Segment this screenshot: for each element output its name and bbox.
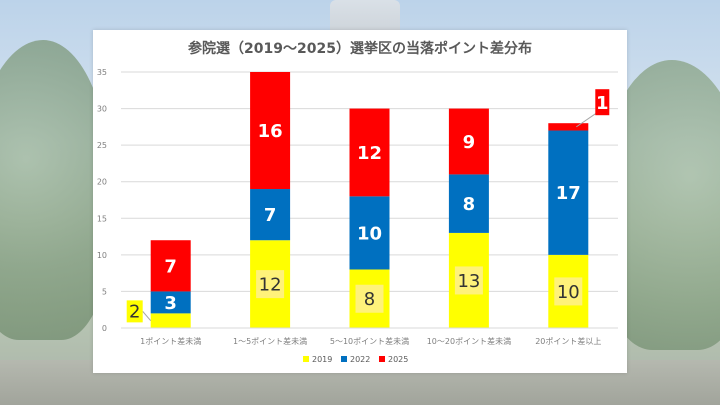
- bar-segment: [250, 72, 291, 190]
- y-tick-label: 30: [97, 105, 107, 114]
- legend-swatch: [303, 356, 309, 362]
- data-label: 3: [164, 293, 177, 314]
- data-label: 8: [463, 194, 476, 215]
- bar-segment: [349, 108, 390, 197]
- x-tick-label: 1～5ポイント差未満: [233, 336, 307, 346]
- legend-label: 2019: [312, 355, 332, 364]
- leader-line: [142, 311, 152, 322]
- bar-segment: [548, 130, 589, 255]
- y-tick-label: 35: [97, 68, 107, 77]
- chart-panel: 参院選（2019～2025）選挙区の当落ポイント差分布 0 5 10 15 20 25 30…: [93, 30, 627, 373]
- x-tick-label: 1ポイント差未満: [140, 336, 201, 346]
- data-label: 10: [357, 223, 382, 244]
- bar-segment: [150, 291, 191, 314]
- data-label: 16: [258, 121, 283, 142]
- data-label: 12: [259, 275, 282, 296]
- bar-segment: [448, 174, 489, 233]
- y-tick-label: 5: [102, 287, 107, 296]
- data-label: 17: [556, 183, 581, 204]
- data-label: 8: [364, 289, 375, 310]
- bar-segment: [349, 196, 390, 270]
- x-tick-label: 10～20ポイント差未満: [427, 336, 511, 346]
- legend-swatch: [341, 356, 347, 362]
- legend-swatch: [379, 356, 385, 362]
- data-label: 13: [457, 271, 480, 292]
- data-label: 10: [557, 282, 580, 303]
- bar-segment: [150, 240, 191, 292]
- data-label-box: [554, 277, 583, 306]
- legend-label: 2022: [350, 355, 370, 364]
- y-tick-label: 10: [97, 251, 107, 260]
- data-label: 9: [463, 132, 476, 153]
- chart-title: 参院選（2019～2025）選挙区の当落ポイント差分布: [188, 41, 532, 57]
- data-label-box: [355, 284, 384, 313]
- y-tick-label: 20: [97, 178, 107, 187]
- bar-segment: [150, 313, 191, 328]
- leader-line: [576, 112, 597, 128]
- data-label-box: [454, 266, 483, 295]
- y-tick-label: 0: [102, 324, 107, 333]
- data-label: 7: [264, 205, 277, 226]
- data-label-box: [256, 270, 285, 299]
- legend-label: 2025: [388, 355, 408, 364]
- bar-segment: [448, 108, 489, 175]
- data-label-box: [595, 89, 610, 116]
- data-label: 7: [164, 256, 177, 277]
- y-tick-label: 25: [97, 141, 107, 150]
- background-tree-left: [0, 40, 110, 340]
- y-tick-label: 15: [97, 214, 107, 223]
- x-tick-label: 20ポイント差以上: [535, 336, 601, 346]
- data-label: 12: [357, 143, 382, 164]
- data-label-box: [126, 300, 143, 323]
- bar-segment: [250, 189, 291, 241]
- data-label: 1: [596, 93, 609, 114]
- bar-segment: [548, 123, 589, 131]
- data-label: 2: [129, 301, 140, 322]
- x-tick-label: 5～10ポイント差未満: [330, 336, 409, 346]
